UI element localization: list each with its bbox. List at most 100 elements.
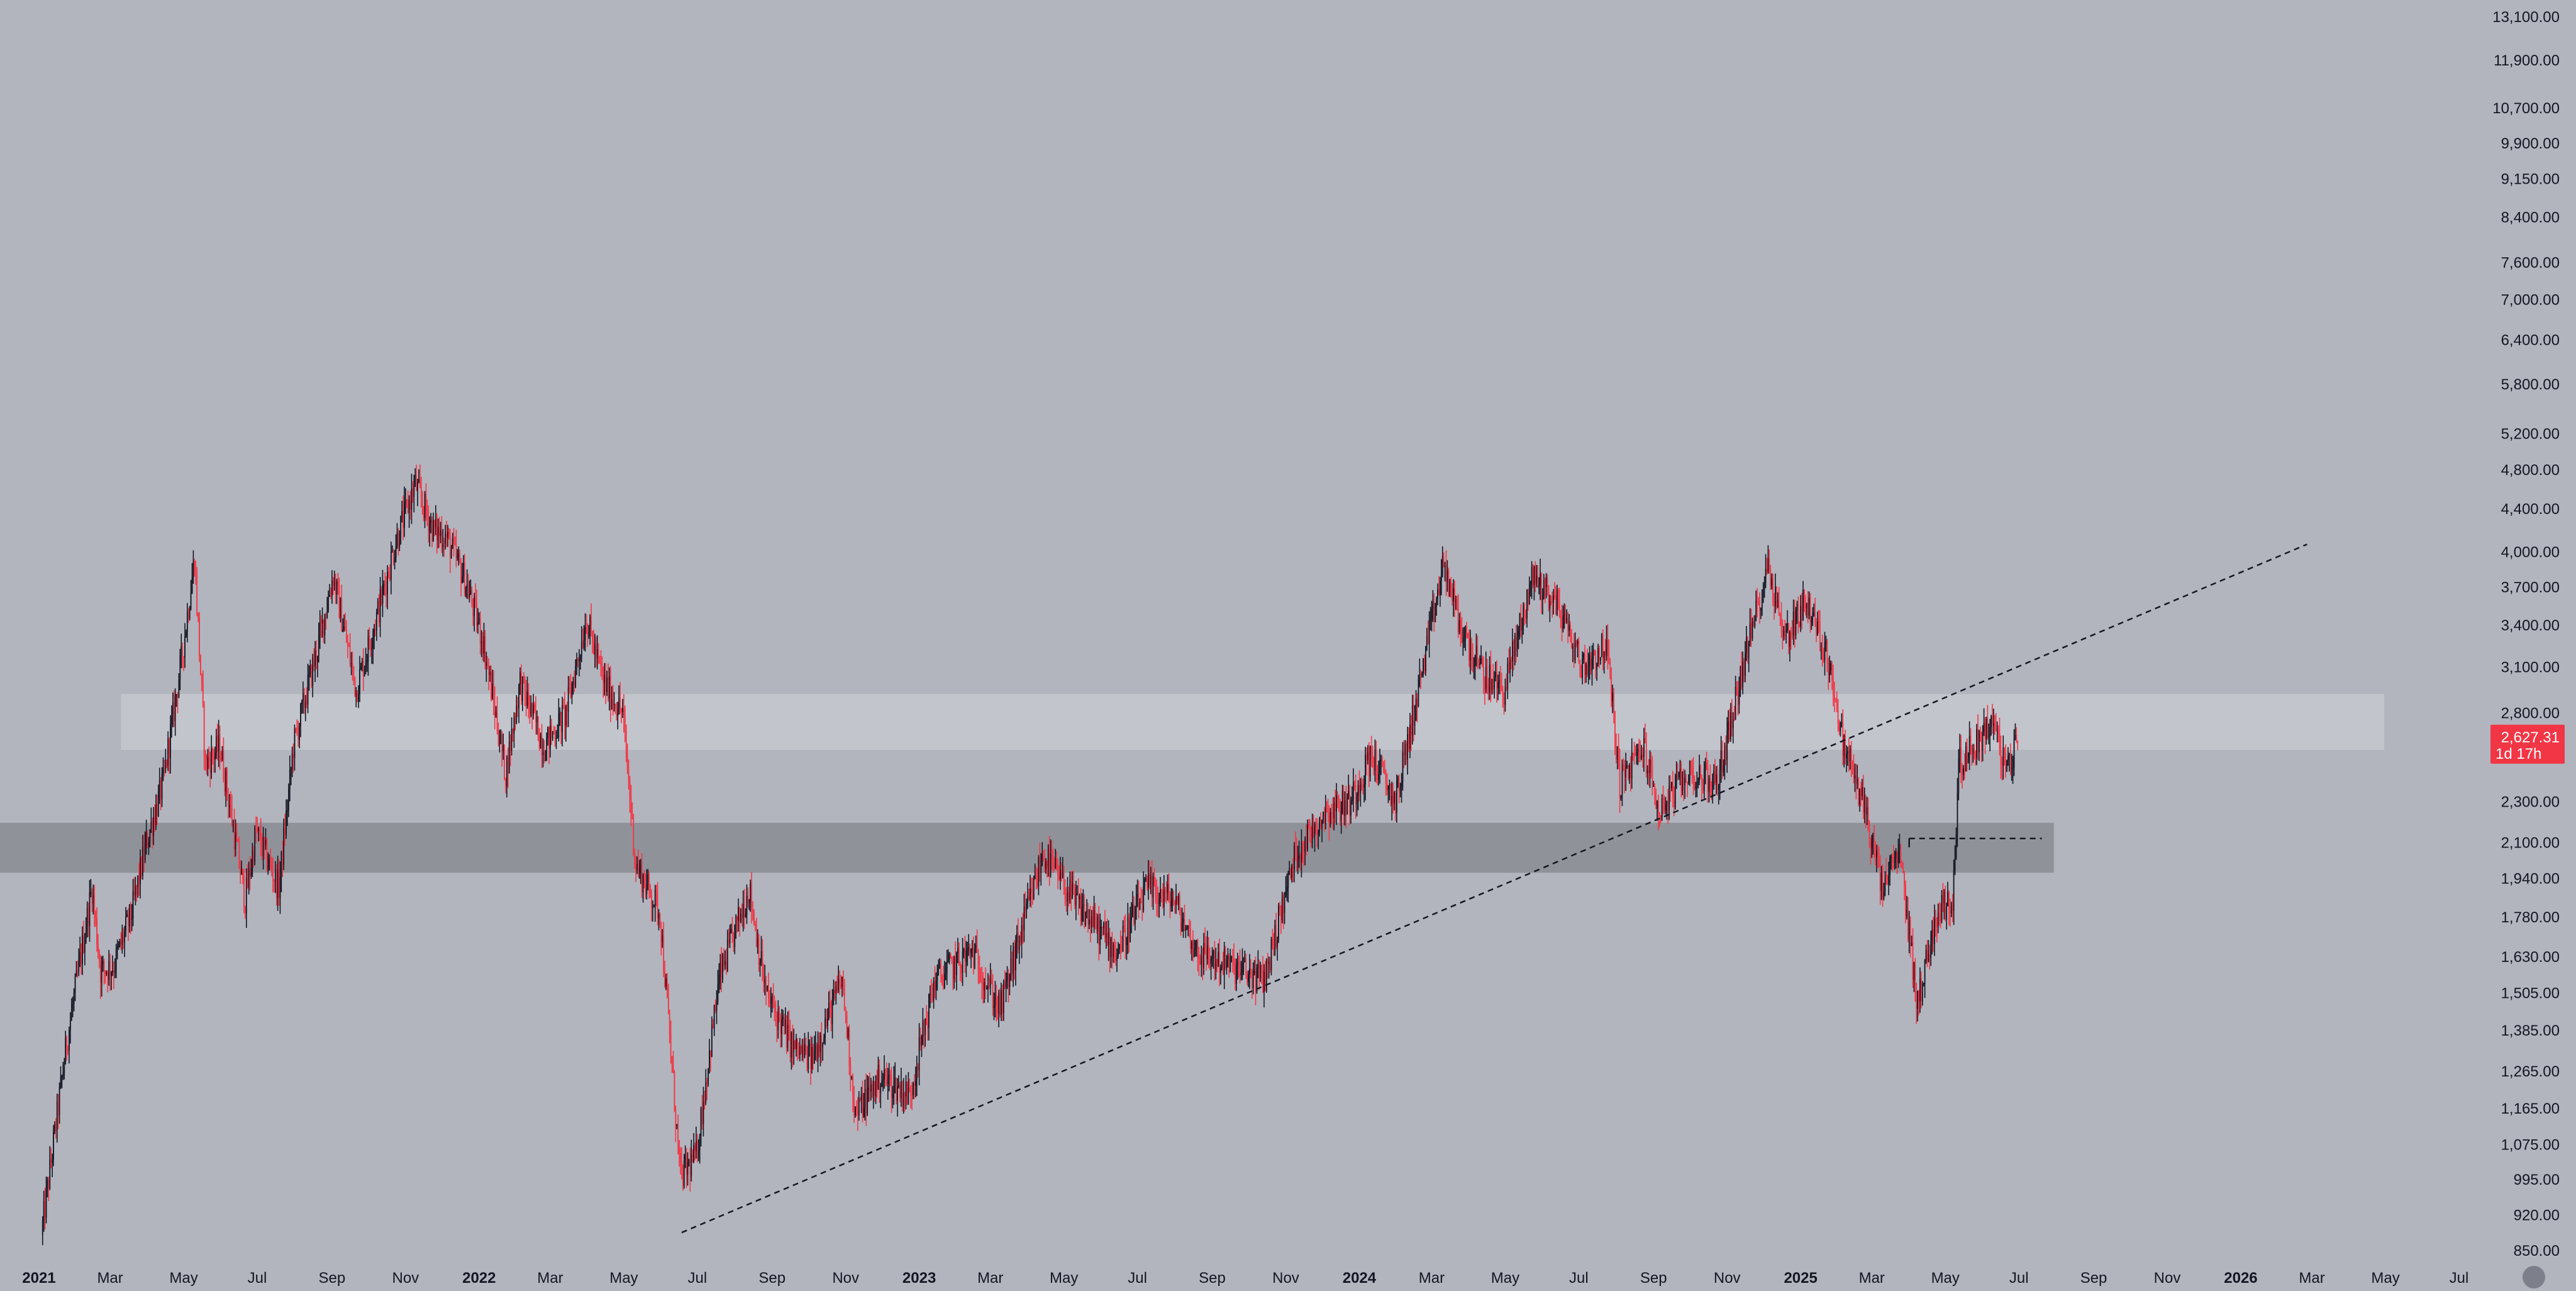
candle [689,1147,691,1192]
candle-body [1064,888,1066,900]
candle-body [1821,650,1823,653]
candle-body [1158,898,1160,904]
candle [682,1164,684,1191]
candle-body [1774,586,1776,606]
candle [613,691,615,712]
candle-body [999,993,1001,1015]
candle-body [345,627,346,630]
candle-body [89,892,91,926]
month-tick-label: Nov [392,1270,419,1287]
settings-circle-icon[interactable] [2523,1266,2545,1288]
candle [190,579,192,611]
candle-body [653,906,655,908]
price-axis[interactable]: 13,100.0011,900.0010,700.009,900.009,150… [2492,9,2560,1260]
candle-body [343,627,345,629]
candle [1386,773,1388,795]
candle [1641,744,1642,761]
candle [1282,893,1284,929]
candle-body [1468,637,1470,661]
candle [709,1039,710,1074]
candle-body [951,958,953,961]
candle-body [1943,891,1945,904]
candle [933,977,935,1009]
candle [402,495,404,540]
candle-body [1173,898,1175,903]
candle [341,584,343,632]
candle [332,576,334,595]
candle-body [1977,729,1979,753]
candle-body [714,1005,716,1011]
candle [1871,834,1873,858]
candle [1814,598,1816,627]
candle-body [158,780,160,791]
candle-body [167,739,169,766]
candle [1503,692,1505,715]
candle [1294,831,1296,861]
candle [822,1042,824,1061]
candle [1850,741,1852,777]
support-zone[interactable] [0,822,2054,873]
candle-body [901,1081,903,1107]
candle-body [287,790,289,810]
candle [1398,774,1400,803]
candle-body [1268,961,1270,964]
candle [672,1051,674,1074]
candle [686,1148,687,1188]
candle-body [1754,621,1756,627]
candle-body [272,872,274,881]
candle-body [601,666,603,672]
candle [696,1134,698,1163]
candle-body [600,662,602,667]
candle [721,947,723,993]
candle-body [1959,747,1961,759]
candle [896,1077,897,1105]
candle [282,841,284,878]
candle [1963,765,1964,781]
candle-body [44,1201,46,1218]
candle [722,953,724,983]
candle-body [675,1110,677,1127]
candle-body [1222,962,1224,975]
candle [1678,771,1680,780]
candle-body [1825,640,1827,644]
candle [1876,844,1877,873]
candle [149,829,151,848]
candle-body [371,648,373,650]
candle-body [85,931,87,941]
candle-body [511,729,513,751]
candle [518,683,519,724]
candle [1561,604,1563,642]
candle-body [1785,630,1787,632]
candle-body [1990,715,1992,728]
candle-body [588,632,590,636]
candle [1570,621,1571,642]
candle-body [652,907,653,908]
price-tick-label: 5,200.00 [2501,425,2560,442]
candle [684,1145,686,1168]
candle-body [131,919,133,920]
candle-body [994,993,996,1005]
candle [948,952,950,964]
candle [1640,740,1641,763]
candle [629,776,631,813]
candle-body [813,1050,815,1064]
candle-body [746,895,748,914]
candle [1048,836,1050,886]
candle [318,622,319,663]
resistance-zone[interactable] [121,694,2385,750]
candle-body [156,803,158,817]
price-tick-label: 5,800.00 [2501,376,2560,393]
candle-body [968,947,970,949]
candle-body [579,656,581,659]
candle [1770,564,1772,590]
candle [325,612,327,630]
candle [1792,599,1794,646]
candle [269,854,270,871]
trendline[interactable] [681,543,2307,1234]
candle [48,1176,50,1201]
time-axis[interactable]: 2021 Mar May Jul Sep Nov 2022 Mar May Jul Sep Nov 20… [22,1270,2468,1287]
candle [1937,903,1939,934]
candle [123,927,125,949]
